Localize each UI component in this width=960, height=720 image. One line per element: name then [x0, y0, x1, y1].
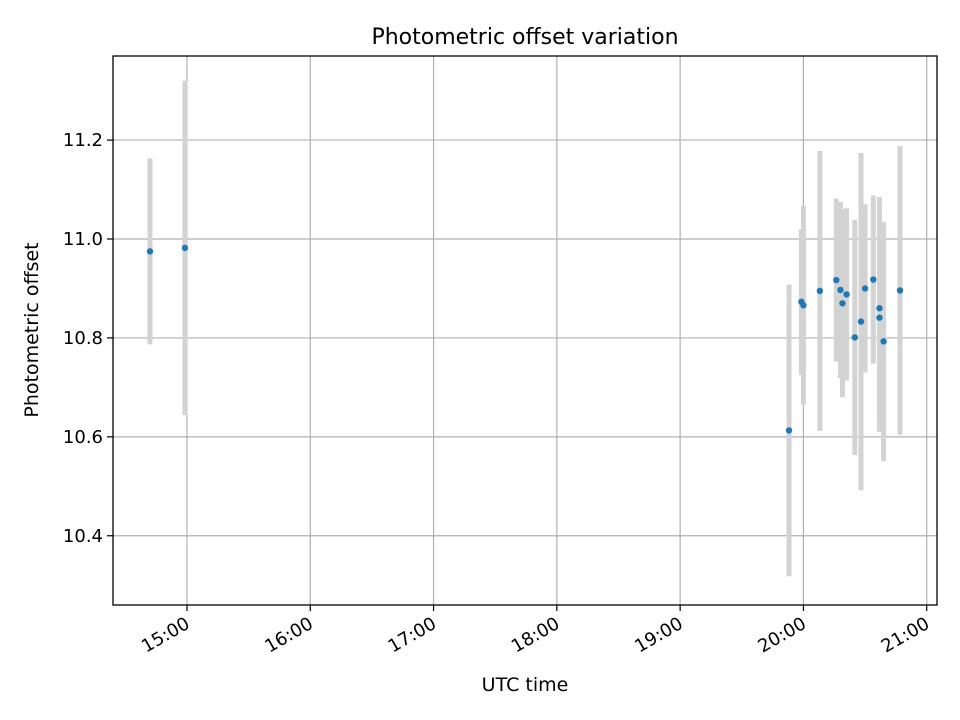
data-points — [146, 244, 904, 434]
plot-frame — [112, 55, 938, 606]
data-point — [876, 305, 883, 312]
data-point — [181, 244, 189, 252]
data-point — [833, 276, 840, 284]
data-point — [870, 276, 877, 283]
data-point — [857, 318, 865, 325]
data-point — [851, 334, 859, 341]
data-point — [146, 248, 154, 255]
data-point — [843, 291, 850, 298]
data-point — [861, 285, 869, 292]
y-tick-label: 10.8 — [63, 328, 103, 349]
data-point — [837, 286, 844, 294]
data-point — [839, 300, 846, 307]
data-point — [896, 287, 904, 294]
y-axis-label: Photometric offset — [21, 242, 43, 417]
data-point — [876, 314, 883, 321]
data-point — [785, 427, 793, 434]
data-point — [800, 302, 807, 309]
y-tick-label: 11.2 — [63, 130, 103, 151]
x-axis-label: UTC time — [482, 674, 569, 696]
y-axis-ticks: 10.4 10.6 10.8 11.0 11.2 — [63, 130, 113, 547]
chart-title: Photometric offset variation — [371, 25, 678, 50]
y-tick-label: 10.4 — [63, 526, 103, 547]
data-point — [880, 338, 887, 345]
data-point — [816, 287, 824, 295]
y-tick-label: 11.0 — [63, 229, 103, 250]
y-tick-label: 10.6 — [63, 427, 103, 448]
